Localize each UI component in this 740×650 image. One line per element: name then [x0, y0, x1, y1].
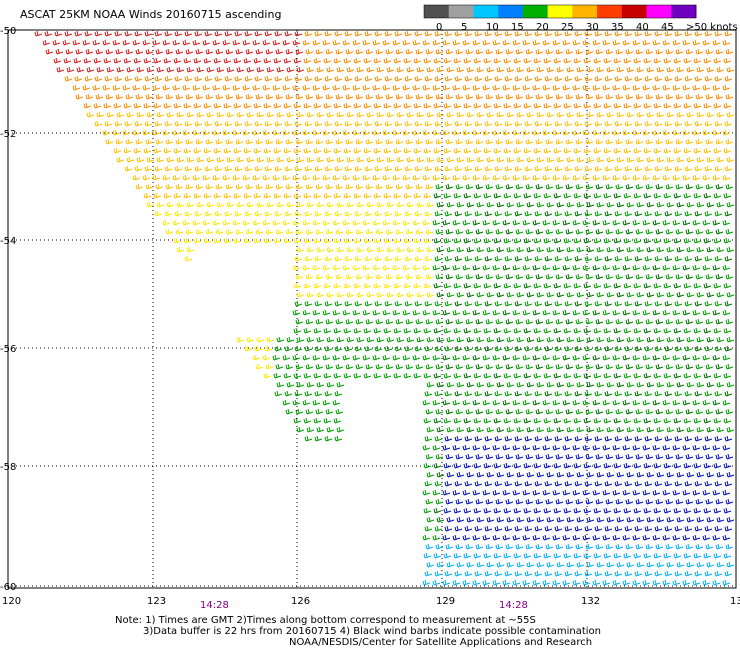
footer-notes: Note: 1) Times are GMT 2)Times along bot…: [0, 615, 740, 648]
legend-tick-label: 10: [486, 22, 499, 33]
wind-barb-group: [422, 543, 735, 586]
legend-tick-label: 35: [611, 22, 624, 33]
legend-tick-label: 0: [436, 22, 442, 33]
time-labels: 14:28 14:28: [200, 600, 528, 611]
wind-barb-group: [272, 183, 735, 541]
lon-label: 123: [147, 596, 166, 607]
legend-swatch: [547, 5, 573, 18]
map-title: ASCAT 25KM NOAA Winds 20160715 ascending: [20, 8, 282, 21]
legend-swatch: [424, 5, 450, 18]
lon-label: 126: [291, 596, 310, 607]
legend-swatch: [448, 5, 474, 18]
wind-barb-group: [86, 111, 735, 199]
note-line-1: Note: 1) Times are GMT 2)Times along bot…: [115, 615, 536, 626]
grid-lines: [7, 29, 737, 588]
legend-swatch: [572, 5, 598, 18]
wind-barbs: [34, 30, 735, 586]
legend-tick-label: 5: [461, 22, 467, 33]
color-legend: 0 5 10 15 20 25 30 35 40 45 >50 knots: [423, 4, 738, 33]
lon-label: 129: [436, 596, 455, 607]
legend-swatch: [522, 5, 549, 18]
legend-swatch: [621, 5, 648, 18]
legend-swatch: [646, 5, 672, 18]
lon-label: 135: [730, 596, 740, 607]
legend-tick-label: 45: [661, 22, 674, 33]
legend-swatch: [597, 5, 623, 18]
legend-tick-label: 30: [586, 22, 599, 33]
lon-label: 120: [2, 596, 21, 607]
wind-barb-group: [146, 201, 435, 379]
lat-label: -54: [0, 236, 16, 247]
legend-swatch: [671, 5, 697, 18]
legend-swatch: [498, 5, 524, 18]
lat-label: -52: [0, 129, 16, 140]
legend-swatch: [473, 5, 499, 18]
wind-barb-group: [433, 183, 733, 523]
lon-label: 132: [581, 596, 600, 607]
legend-tick-label: >50 knots: [686, 22, 738, 33]
time-label: 14:28: [200, 600, 229, 611]
wind-barb-group: [34, 30, 305, 73]
latitude-labels: -50 -52 -54 -56 -58 -60: [0, 26, 16, 593]
wind-barb-group: [64, 30, 735, 109]
legend-tick-label: 25: [561, 22, 574, 33]
wind-barb-group: [442, 435, 735, 541]
note-line-2: 3)Data buffer is 22 hrs from 20160715 4)…: [143, 626, 601, 637]
lat-label: -60: [0, 582, 16, 593]
lat-label: -58: [0, 462, 16, 473]
lat-label: -50: [0, 26, 16, 37]
lat-label: -56: [0, 344, 16, 355]
time-label: 14:28: [499, 600, 528, 611]
longitude-labels: 120 123 126 129 132 135: [2, 596, 740, 607]
legend-tick-label: 20: [536, 22, 549, 33]
note-line-3: NOAA/NESDIS/Center for Satellite Applica…: [289, 637, 593, 648]
legend-tick-label: 40: [636, 22, 649, 33]
legend-tick-label: 15: [511, 22, 524, 33]
